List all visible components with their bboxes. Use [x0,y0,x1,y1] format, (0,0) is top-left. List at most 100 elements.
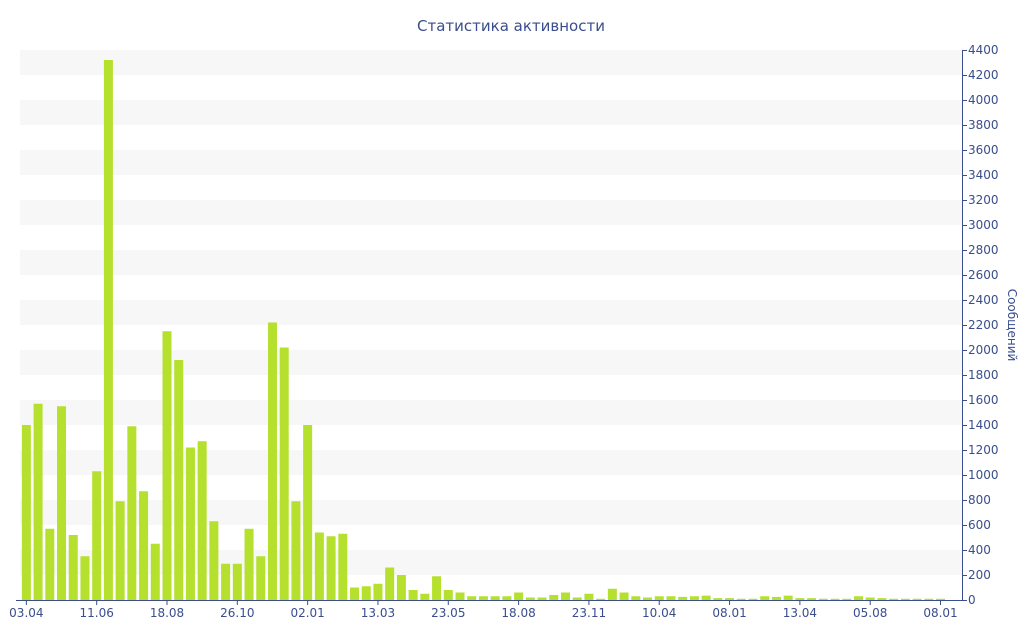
y-tick-label: 1600 [968,393,999,407]
x-tick-label: 23.11 [572,606,606,620]
grid-band [20,500,962,525]
bar [525,597,535,600]
y-tick-label: 3800 [968,118,999,132]
bar [889,598,899,600]
x-tick-label: 23.05 [431,606,465,620]
bar [549,595,559,600]
bar [150,543,160,600]
y-tick-label: 400 [968,543,991,557]
bar [725,598,735,601]
y-tick-label: 4200 [968,68,999,82]
bar [80,556,90,600]
x-tick-label: 05.08 [853,606,887,620]
bar [643,597,653,600]
bar [279,347,289,600]
bar [432,576,442,600]
bar [748,598,758,600]
grid-band [20,350,962,375]
y-tick-label: 3000 [968,218,999,232]
bar [326,536,336,600]
bar [21,425,31,600]
bar [197,441,207,600]
bar [865,597,875,600]
bar [33,403,43,600]
x-tick-label: 08.01 [712,606,746,620]
bar [877,598,887,601]
bar [127,426,137,600]
bar [361,586,371,600]
bar [818,598,828,600]
y-tick-label: 1800 [968,368,999,382]
bar [807,598,817,601]
y-tick-label: 2000 [968,343,999,357]
bar [537,597,547,600]
bar [385,567,395,600]
grid-bands [20,50,962,575]
bar [900,598,910,600]
x-tick-label: 02.01 [290,606,324,620]
bar [514,592,524,600]
bar [502,596,512,600]
x-tick-label: 08.01 [923,606,957,620]
bar [162,331,172,600]
x-tick-label: 13.04 [783,606,817,620]
bar [701,595,711,601]
bar [478,596,488,600]
x-tick-label: 10.04 [642,606,676,620]
grid-band [20,150,962,175]
y-tick-label: 2400 [968,293,999,307]
bar [467,596,477,600]
y-tick-label: 4000 [968,93,999,107]
y-tick-label: 600 [968,518,991,532]
chart-title: Статистика активности [417,17,605,35]
x-tick-label: 13.03 [361,606,395,620]
bar [760,596,770,600]
grid-band [20,450,962,475]
bar [795,598,805,601]
y-tick-label: 2800 [968,243,999,257]
y-tick-label: 2200 [968,318,999,332]
bar [936,598,946,600]
bar [57,406,67,600]
bar [92,471,102,600]
grid-band [20,550,962,575]
bar [830,598,840,600]
bar [912,598,922,600]
bar [666,596,676,600]
bar [455,592,465,600]
bar [631,596,641,600]
bar [689,596,699,600]
bar [185,447,195,600]
bar [68,535,78,600]
grid-band [20,400,962,425]
grid-band [20,300,962,325]
bar [783,595,793,601]
bar-series [21,60,946,601]
x-tick-label: 18.08 [150,606,184,620]
bar [338,533,348,600]
bar [736,598,746,600]
bar [291,501,301,600]
y-tick-label: 2600 [968,268,999,282]
bar [572,597,582,600]
bar [924,598,934,600]
x-tick-label: 18.08 [501,606,535,620]
y-tick-label: 3600 [968,143,999,157]
bar [771,596,781,601]
y-tick-label: 3400 [968,168,999,182]
bar [842,598,852,600]
bar [607,588,617,600]
bar [396,575,406,600]
y-tick-label: 800 [968,493,991,507]
x-tick-label: 03.04 [9,606,43,620]
y-tick-label: 1000 [968,468,999,482]
bar [139,491,149,600]
axes: 0 200 400 600 800 1000 1200 1400 1600 1800 2000 220… [9,43,998,620]
bar [373,583,383,600]
bar [619,592,629,600]
bar [596,598,606,600]
bar [221,563,231,600]
x-tick-label: 11.06 [80,606,114,620]
